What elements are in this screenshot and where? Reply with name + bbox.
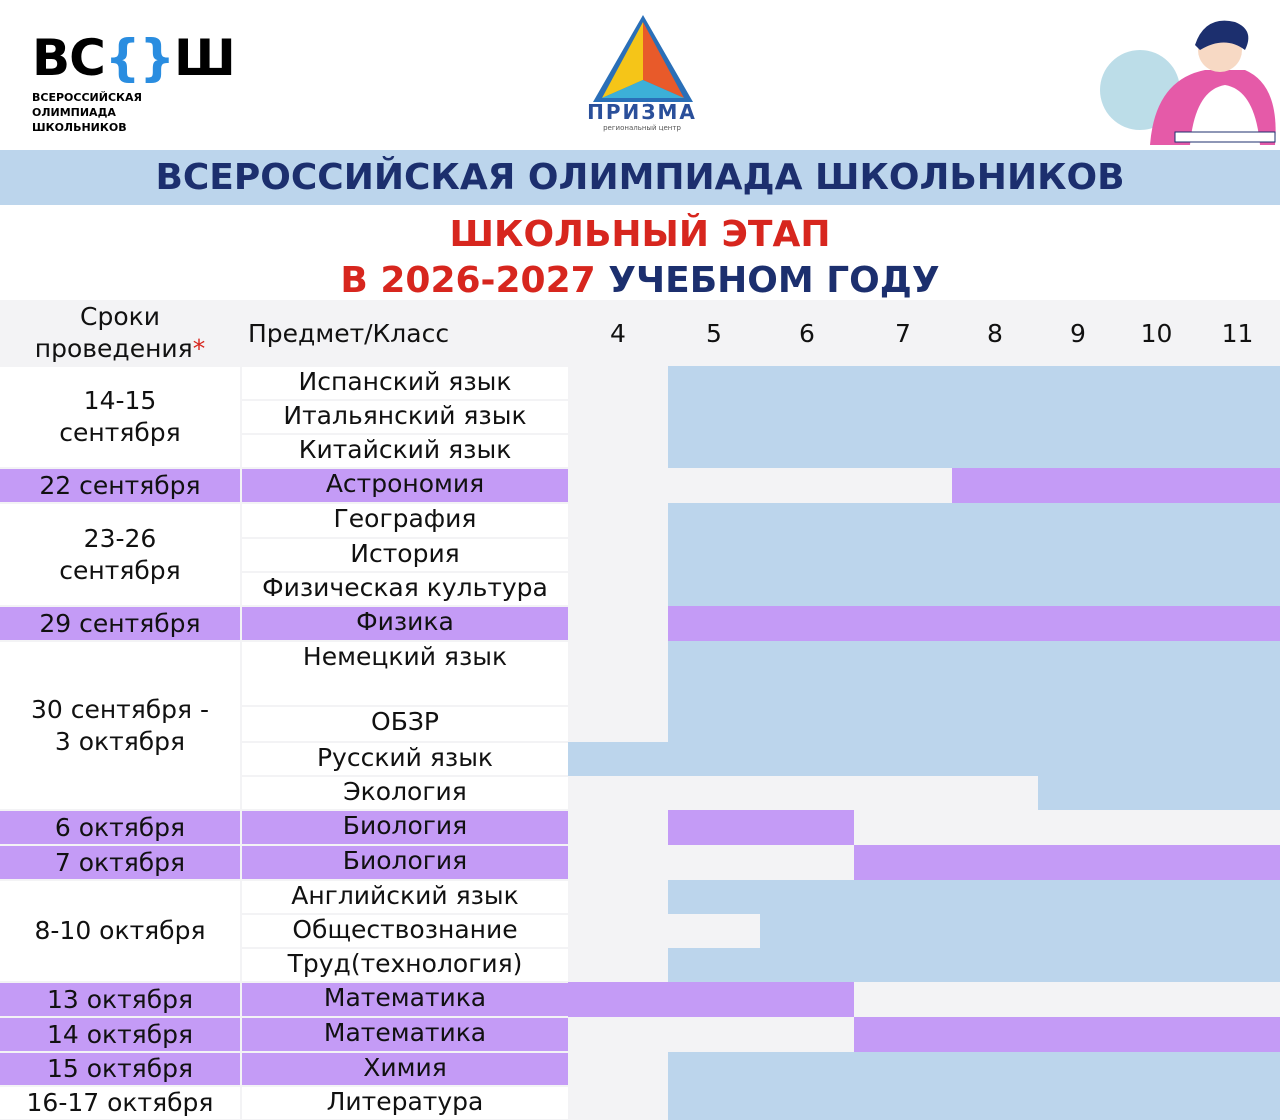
grade-bar: [668, 434, 1280, 468]
logo: ВС{}Ш ВСЕРОССИЙСКАЯ ОЛИМПИАДА ШКОЛЬНИКОВ: [32, 29, 236, 135]
subject-cell: История: [242, 539, 568, 571]
subject-cell: Экология: [242, 777, 568, 809]
date-cell: 6 октября: [0, 811, 240, 844]
subject-cell: Испанский язык: [242, 367, 568, 399]
logo-caption: ШКОЛЬНИКОВ: [32, 121, 127, 134]
subject-cell: Английский язык: [242, 881, 568, 913]
subject-cell: Китайский язык: [242, 435, 568, 467]
logo-caption: ОЛИМПИАДА: [32, 106, 116, 119]
header-grade: 10: [1140, 318, 1173, 348]
date-cell: 14 октября: [0, 1018, 240, 1051]
grade-bar: [854, 1017, 1280, 1052]
prizma-name: ПРИЗМА: [587, 100, 697, 124]
grade-bar: [668, 810, 854, 845]
subtitle-line1: ШКОЛЬНЫЙ ЭТАП: [449, 214, 831, 255]
grade-bar: [668, 400, 1280, 434]
header-grade: 4: [610, 318, 626, 348]
grade-bar: [668, 1086, 1280, 1120]
date-cell: 29 сентября: [0, 607, 240, 640]
date-cell: 23-26 сентября: [0, 504, 240, 605]
subject-cell: Биология: [242, 846, 568, 879]
grade-bar: [668, 572, 1280, 606]
date-cell: 7 октября: [0, 846, 240, 879]
grade-bar: [668, 606, 1280, 641]
grade-bar: [668, 948, 1280, 982]
prizma-logo: [593, 15, 693, 102]
subtitle-red: В 2026-2027: [340, 260, 596, 301]
header-grade: 8: [987, 318, 1003, 348]
date-cell: 13 октября: [0, 983, 240, 1016]
logo-left: ВС: [32, 29, 106, 87]
asterisk: *: [192, 334, 206, 363]
header-grade: 5: [706, 318, 722, 348]
grade-bar: [854, 845, 1280, 880]
date-cell: 16-17 октября: [0, 1087, 240, 1119]
header-dates-text: Сроки проведения*: [34, 302, 206, 363]
subject-cell: Итальянский язык: [242, 401, 568, 433]
subject-cell: Труд(технология): [242, 949, 568, 981]
date-cell: 30 сентября - 3 октября: [0, 642, 240, 809]
subject-cell: Обществознание: [242, 915, 568, 947]
subject-cell: Физика: [242, 607, 568, 640]
grade-bar: [568, 742, 1280, 776]
date-cell: 22 сентября: [0, 469, 240, 502]
grade-bar: [760, 914, 1280, 948]
header-dates: Сроки проведения*: [0, 300, 240, 366]
schedule-table: Сроки проведения* Предмет/Класс 4 5 6 7 8 9 10 11…: [0, 300, 1280, 1120]
subject-cell: Физическая культура: [242, 573, 568, 605]
logo-braces: {}: [104, 29, 175, 87]
subject-cell: Биология: [242, 811, 568, 844]
grade-bar: [568, 982, 854, 1017]
header-grade: 6: [799, 318, 815, 348]
subtitle-navy: УЧЕБНОМ ГОДУ: [608, 260, 940, 301]
subject-cell: ОБЗР: [242, 707, 568, 741]
header-grade: 9: [1070, 318, 1086, 348]
subject-cell: Литература: [242, 1087, 568, 1119]
grade-bar: [668, 706, 1280, 742]
illustration: [1100, 20, 1276, 145]
header-subject: Предмет/Класс: [248, 318, 450, 348]
subtitle: ШКОЛЬНЫЙ ЭТАП В 2026-2027 УЧЕБНОМ ГОДУ: [0, 212, 1280, 304]
subject-cell: Астрономия: [242, 469, 568, 502]
grade-bar: [668, 366, 1280, 400]
prizma-caption: региональный центр: [603, 124, 681, 132]
subject-cell: Химия: [242, 1053, 568, 1085]
date-cell: 8-10 октября: [0, 881, 240, 981]
header-grade: 11: [1221, 318, 1254, 348]
subject-cell: Немецкий язык: [242, 642, 568, 705]
subject-cell: Математика: [242, 1018, 568, 1051]
date-cell: 14-15 сентября: [0, 367, 240, 467]
grade-bar: [668, 1052, 1280, 1086]
grade-bar: [668, 538, 1280, 572]
banner: ВСЕРОССИЙСКАЯ ОЛИМПИАДА ШКОЛЬНИКОВ: [0, 150, 1280, 205]
subject-cell: География: [242, 504, 568, 537]
grade-bar: [1038, 776, 1280, 810]
grade-bar: [668, 641, 1280, 706]
logo-caption: ВСЕРОССИЙСКАЯ: [32, 91, 142, 104]
grade-bar: [668, 503, 1280, 538]
grade-bar: [952, 468, 1280, 503]
date-cell: 15 октября: [0, 1053, 240, 1085]
prizma-text: ПРИЗМА региональный центр: [580, 100, 704, 132]
grade-bar: [668, 880, 1280, 914]
header-grade: 7: [895, 318, 911, 348]
subject-cell: Русский язык: [242, 743, 568, 775]
logo-right: Ш: [174, 29, 236, 87]
subject-cell: Математика: [242, 983, 568, 1016]
